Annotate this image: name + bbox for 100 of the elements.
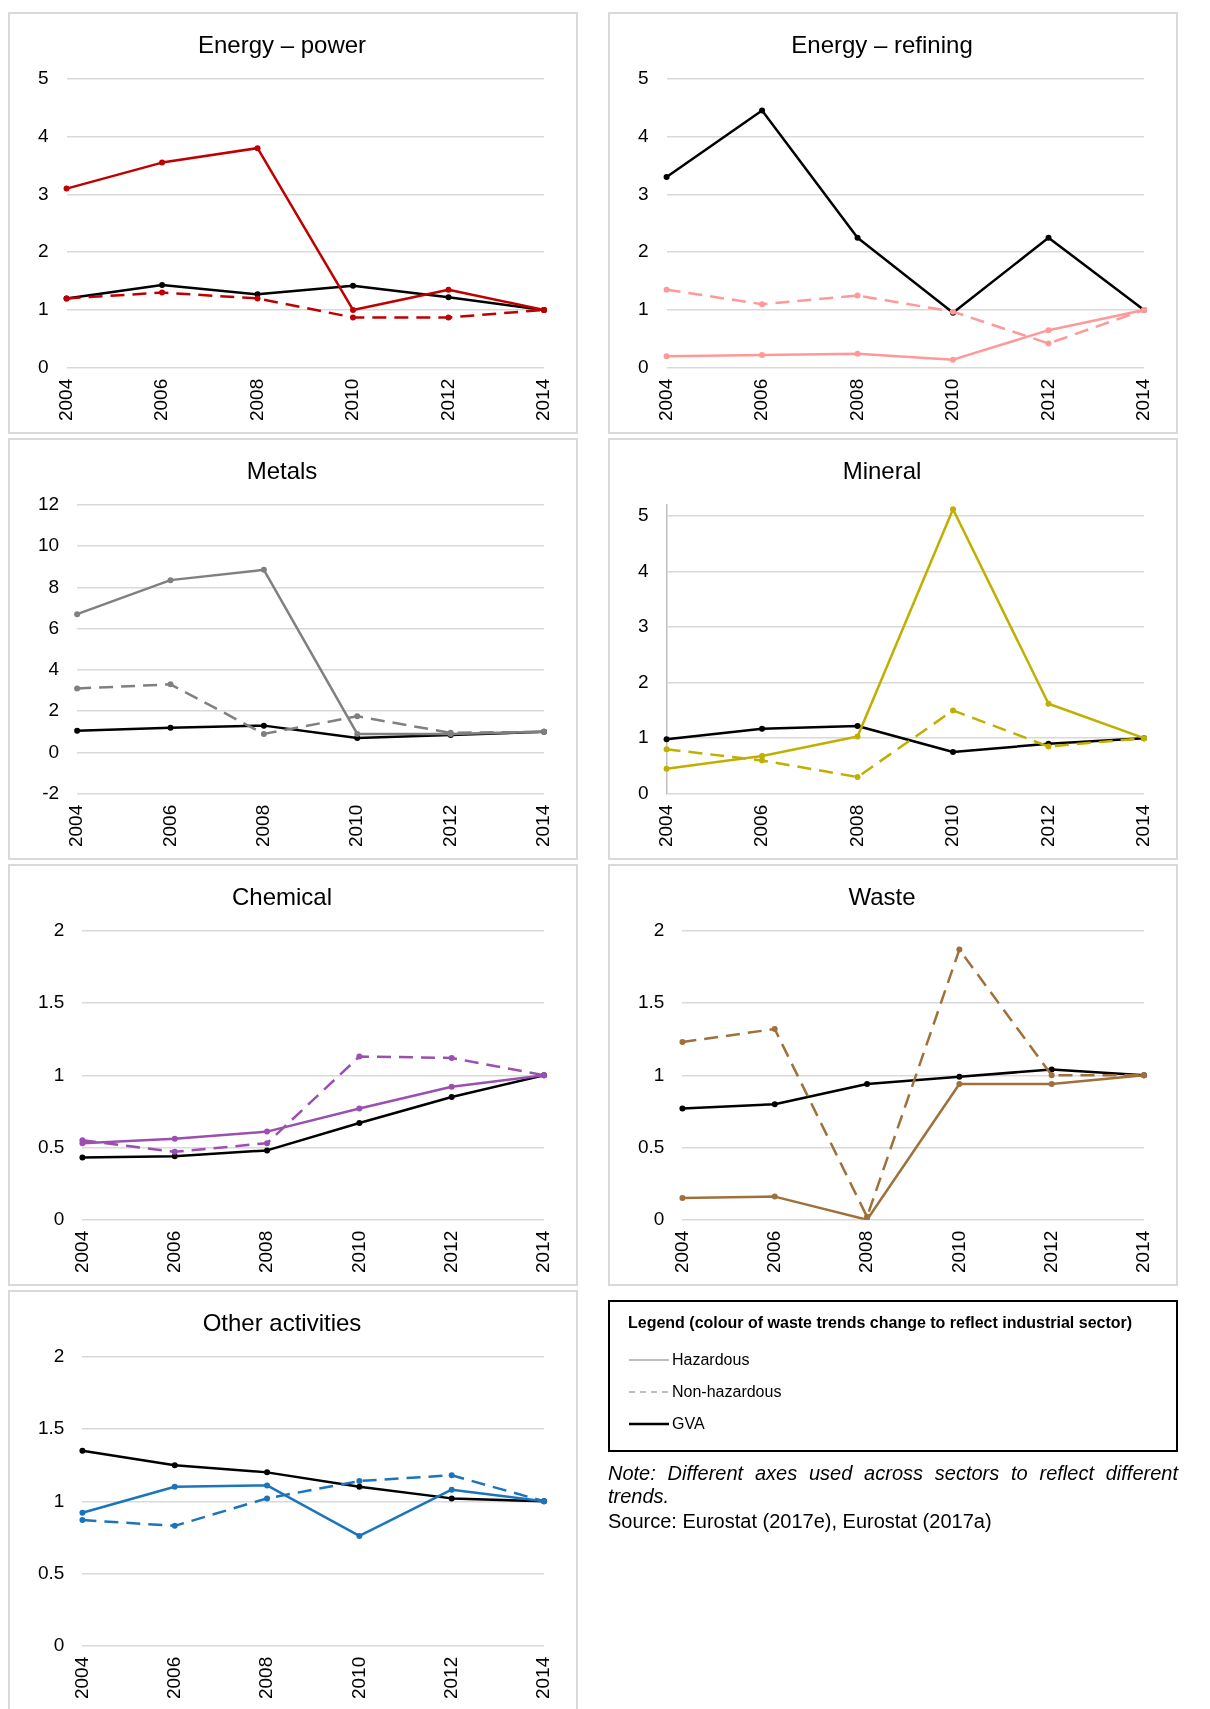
point xyxy=(356,1478,363,1485)
point xyxy=(448,1083,455,1090)
point xyxy=(264,1482,271,1489)
y-tick-label: 1 xyxy=(637,298,649,320)
point xyxy=(159,159,166,166)
point xyxy=(679,1105,686,1112)
point xyxy=(663,736,670,743)
x-tick-label: 2014 xyxy=(1132,378,1154,422)
point xyxy=(1045,234,1052,241)
point xyxy=(445,314,452,321)
y-tick-label: 1.5 xyxy=(37,1417,65,1439)
point xyxy=(956,1073,963,1080)
point xyxy=(854,722,861,729)
x-tick-label: 2006 xyxy=(162,1230,184,1274)
point xyxy=(260,730,267,737)
y-tick-label: 0.5 xyxy=(37,1561,65,1583)
y-tick-label: 0 xyxy=(53,1207,65,1229)
point xyxy=(74,611,81,618)
point xyxy=(171,1522,178,1529)
point xyxy=(260,722,267,729)
point xyxy=(260,566,267,573)
point xyxy=(679,1039,686,1046)
point xyxy=(264,1128,271,1135)
y-tick-label: 5 xyxy=(637,504,649,526)
point xyxy=(864,1080,871,1087)
point xyxy=(759,301,766,308)
x-tick-label: 2004 xyxy=(54,378,76,422)
x-tick-label: 2010 xyxy=(347,1656,369,1700)
point xyxy=(356,1483,363,1490)
x-tick-label: 2008 xyxy=(845,378,867,422)
y-tick-label: 2 xyxy=(653,919,665,941)
x-tick-label: 2014 xyxy=(1132,804,1154,848)
y-tick-label: 4 xyxy=(637,559,649,581)
point xyxy=(167,577,174,584)
point xyxy=(1045,327,1052,334)
x-tick-label: 2010 xyxy=(941,378,963,422)
point xyxy=(663,765,670,772)
point xyxy=(771,1026,778,1033)
point xyxy=(448,1486,455,1493)
x-tick-label: 2012 xyxy=(438,804,460,848)
text: Legend (colour of waste trends change to reflect industrial sector) xyxy=(628,1314,1134,1332)
point xyxy=(356,1053,363,1060)
y-tick-label: 12 xyxy=(37,493,60,515)
y-tick-label: 2 xyxy=(48,699,60,721)
x-tick-label: 2008 xyxy=(245,378,267,422)
point xyxy=(448,1054,455,1061)
point xyxy=(356,1119,363,1126)
point xyxy=(854,774,861,781)
y-tick-label: 0 xyxy=(637,355,649,377)
point xyxy=(448,1495,455,1502)
x-tick-label: 2004 xyxy=(70,1230,92,1274)
y-tick-label: 1.5 xyxy=(637,991,665,1013)
y-tick-label: 1.5 xyxy=(37,991,65,1013)
point xyxy=(663,353,670,360)
point xyxy=(448,1093,455,1100)
x-tick-label: 2008 xyxy=(255,1656,277,1700)
x-tick-label: 2010 xyxy=(345,804,367,848)
text: GVA xyxy=(672,1415,705,1433)
y-tick-label: 1 xyxy=(37,298,49,320)
y-tick-label: 2 xyxy=(53,1345,65,1367)
point xyxy=(854,733,861,740)
point xyxy=(759,752,766,759)
chart-title: Mineral xyxy=(842,457,922,485)
point xyxy=(854,292,861,299)
point xyxy=(663,746,670,753)
x-tick-label: 2004 xyxy=(654,378,676,422)
point xyxy=(771,1193,778,1200)
y-tick-label: 4 xyxy=(637,124,649,146)
y-tick-label: 0.5 xyxy=(637,1135,665,1157)
x-tick-label: 2014 xyxy=(532,804,554,848)
x-tick-label: 2004 xyxy=(65,804,87,848)
point xyxy=(950,707,957,714)
point xyxy=(854,234,861,241)
point xyxy=(63,185,70,192)
x-tick-label: 2012 xyxy=(436,378,458,422)
point xyxy=(264,1495,271,1502)
x-tick-label: 2014 xyxy=(532,378,554,422)
point xyxy=(356,1105,363,1112)
x-tick-label: 2014 xyxy=(532,1230,554,1274)
x-tick-label: 2004 xyxy=(670,1230,692,1274)
point xyxy=(1045,340,1052,347)
x-tick-label: 2006 xyxy=(750,378,772,422)
x-tick-label: 2010 xyxy=(947,1230,969,1274)
y-tick-label: 1 xyxy=(653,1063,665,1085)
point xyxy=(956,1080,963,1087)
point xyxy=(350,314,357,321)
y-tick-label: 1 xyxy=(637,726,649,748)
y-tick-label: 4 xyxy=(48,658,60,680)
point xyxy=(448,1472,455,1479)
y-tick-label: 10 xyxy=(37,534,60,556)
x-tick-label: 2008 xyxy=(845,804,867,848)
point xyxy=(79,1154,86,1161)
point xyxy=(445,286,452,293)
y-tick-label: 3 xyxy=(37,182,49,204)
point xyxy=(950,506,957,513)
chart-title: Waste xyxy=(848,883,916,911)
x-tick-label: 2012 xyxy=(439,1230,461,1274)
y-tick-label: 0.5 xyxy=(37,1135,65,1157)
point xyxy=(354,713,361,720)
point xyxy=(171,1148,178,1155)
